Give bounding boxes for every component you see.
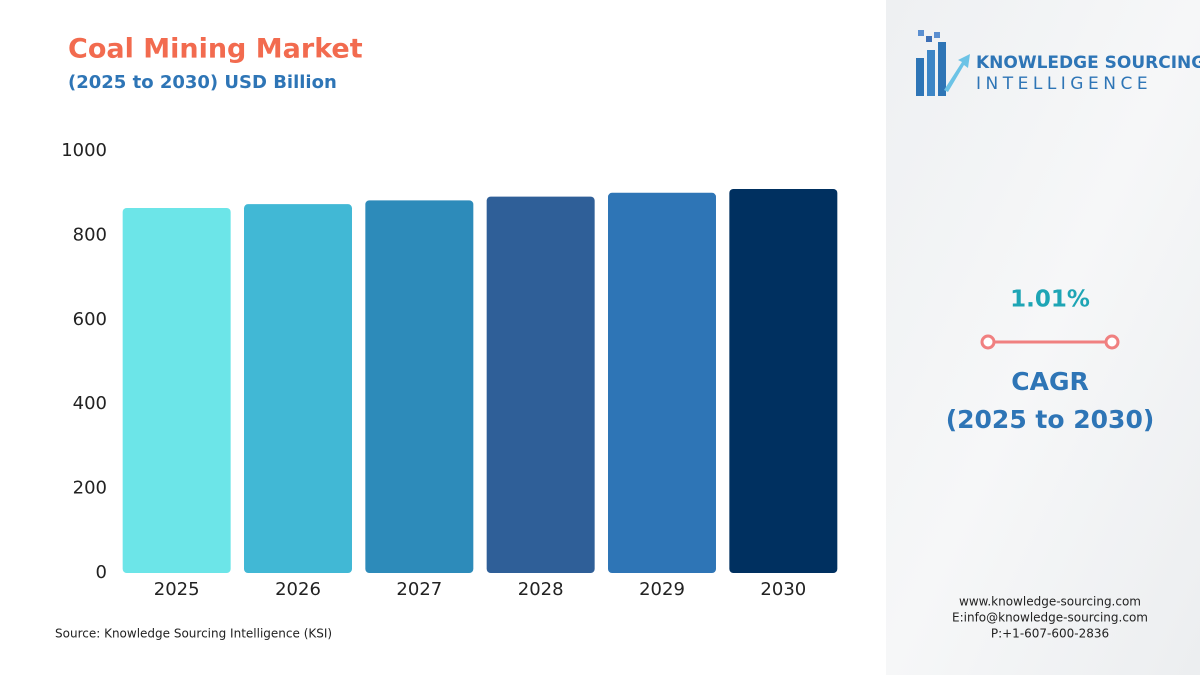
x-tick-label: 2029 [639, 579, 685, 600]
brand-line1: KNOWLEDGE SOURCING [976, 53, 1200, 73]
logo-block [934, 32, 940, 38]
logo-arrow [944, 54, 970, 92]
y-tick-label: 400 [73, 393, 107, 414]
y-tick-label: 1000 [61, 140, 107, 161]
logo-bar [927, 50, 935, 96]
phone: P:+1-607-600-2836 [991, 627, 1109, 641]
x-tick-label: 2028 [518, 579, 564, 600]
logo-block [926, 36, 932, 42]
x-tick-label: 2025 [154, 579, 200, 600]
bar [122, 207, 231, 573]
cagr-value: 1.01% [1010, 287, 1090, 313]
source: Source: Knowledge Sourcing Intelligence … [55, 627, 332, 641]
chart-subtitle: (2025 to 2030) USD Billion [68, 72, 337, 93]
x-tick-label: 2026 [275, 579, 321, 600]
logo-bar [938, 42, 946, 96]
x-tick-label: 2030 [760, 579, 806, 600]
bar [486, 196, 595, 574]
y-tick-label: 600 [73, 309, 107, 330]
cagr-divider [980, 334, 1120, 350]
chart-title: Coal Mining Market [68, 34, 363, 65]
cagr-period: (2025 to 2030) [946, 405, 1155, 434]
side-panel [886, 0, 1200, 675]
bar [244, 204, 352, 573]
website: www.knowledge-sourcing.com [959, 595, 1141, 609]
cagr-label: CAGR [1011, 367, 1088, 396]
logo-block [918, 30, 924, 36]
divider-dot [1104, 334, 1120, 350]
logo: KNOWLEDGE SOURCING INTELLIGENCE [916, 30, 1200, 96]
y-tick-label: 200 [73, 478, 107, 499]
x-tick-label: 2027 [396, 579, 442, 600]
logo-bar [916, 58, 924, 96]
divider-dot [980, 334, 996, 350]
y-tick-label: 800 [73, 224, 107, 245]
y-tick-label: 0 [96, 562, 107, 583]
email: E:info@knowledge-sourcing.com [952, 611, 1148, 625]
bar [365, 200, 474, 573]
brand-line2: INTELLIGENCE [976, 74, 1152, 94]
bar [608, 192, 716, 573]
bar [729, 188, 838, 574]
